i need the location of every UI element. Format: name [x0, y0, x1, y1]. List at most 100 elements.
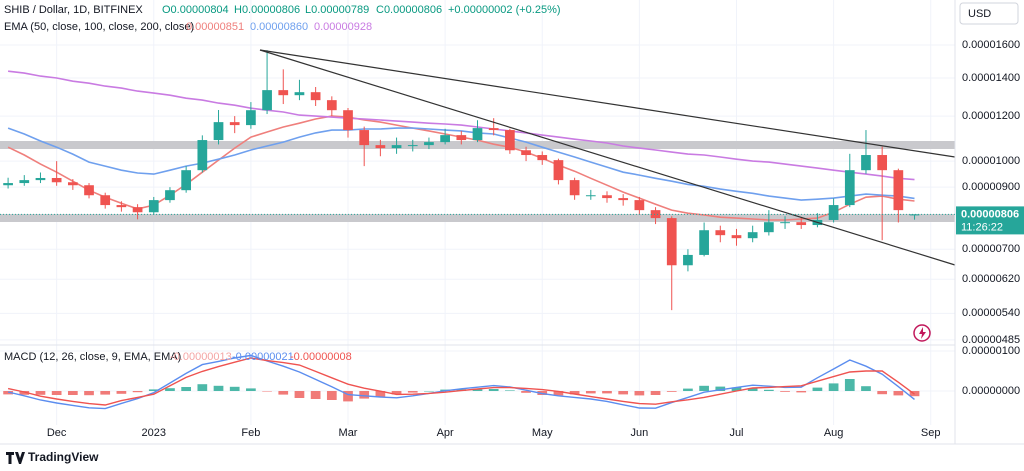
- macd-histogram-bar: [715, 386, 726, 391]
- macd-histogram-bar: [472, 389, 483, 391]
- y-tick-label: 0.00001200: [962, 110, 1020, 122]
- macd-histogram-bar: [828, 383, 839, 391]
- candle-body: [488, 128, 499, 131]
- candle-body: [909, 214, 920, 216]
- candle-body: [262, 90, 272, 111]
- price-label: 0.00000806: [961, 208, 1019, 220]
- macd-histogram-bar: [602, 391, 612, 394]
- candle-body: [132, 207, 143, 213]
- macd-histogram-bar: [343, 391, 353, 402]
- brand-name[interactable]: TradingView: [28, 450, 99, 464]
- candle-body: [165, 190, 175, 201]
- macd-histogram-bar: [488, 389, 499, 391]
- macd-label: MACD (12, 26, close, 9, EMA, EMA): [4, 351, 181, 363]
- candle-body: [877, 155, 888, 171]
- x-tick-label: Jun: [630, 427, 648, 439]
- x-tick-label: Mar: [339, 427, 358, 439]
- candle-body: [35, 177, 46, 181]
- x-tick-label: Dec: [47, 427, 67, 439]
- macd-histogram-bar: [181, 387, 191, 391]
- macd-line: [7, 357, 915, 406]
- macd-histogram-bar: [132, 391, 143, 393]
- macd-line: [7, 354, 915, 410]
- macd-histogram-bar: [84, 391, 94, 396]
- macd-histogram-bar: [731, 387, 742, 391]
- candle-body: [553, 160, 564, 181]
- trend-line: [259, 49, 956, 158]
- brand-logo[interactable]: [6, 452, 25, 464]
- candle-body: [666, 218, 677, 266]
- macd-histogram-bar: [262, 391, 272, 392]
- zone-band: [0, 141, 955, 149]
- candle-body: [585, 195, 596, 197]
- candle-body: [391, 145, 402, 149]
- candle-body: [828, 205, 839, 220]
- macd-hist-value: -0.00000013: [170, 351, 232, 363]
- macd-histogram-bar: [893, 391, 904, 396]
- macd-histogram-bar: [634, 391, 645, 396]
- macd-histogram-bar: [310, 391, 321, 399]
- macd-histogram-bar: [67, 391, 78, 395]
- candle-body: [148, 200, 159, 213]
- macd-histogram-bar: [19, 391, 30, 395]
- macd-histogram-bar: [407, 391, 418, 393]
- candle-body: [375, 145, 386, 149]
- x-tick-label: Aug: [824, 427, 844, 439]
- macd-histogram-bar: [100, 391, 111, 395]
- macd-histogram-bar: [148, 389, 159, 391]
- candle-body: [683, 254, 693, 266]
- macd-histogram-bar: [812, 387, 823, 391]
- axes-layer: 0.00000485 0.00000540 0.00000620 0.00000700…: [0, 39, 1024, 439]
- ohlc-high: H0.00000806: [234, 4, 300, 16]
- candle-body: [505, 130, 515, 151]
- zone-band: [0, 214, 955, 222]
- candle-body: [715, 230, 726, 236]
- price-label-box: [956, 206, 1024, 235]
- trend-line: [259, 49, 956, 266]
- candle-body: [359, 130, 370, 146]
- ohlc-close: C0.00000806: [376, 4, 442, 16]
- macd-histogram-bar: [650, 391, 661, 395]
- macd-histogram-bar: [844, 379, 855, 391]
- candle-body: [326, 100, 337, 111]
- candle-body: [424, 142, 434, 146]
- currency-label[interactable]: USD: [968, 8, 991, 20]
- macd-histogram-bar: [764, 389, 774, 391]
- candle-body: [213, 122, 224, 141]
- macd-histogram-bar: [165, 388, 175, 391]
- lightning-icon[interactable]: [913, 324, 931, 342]
- macd-histogram-bar: [359, 391, 370, 399]
- candle-body: [699, 230, 709, 255]
- candle-body: [407, 145, 418, 147]
- countdown: 11:26:22: [961, 221, 1003, 233]
- macd-histogram-bar: [213, 385, 224, 391]
- x-tick-label: 2023: [142, 427, 166, 439]
- macd-histogram-bar: [683, 388, 693, 391]
- macd-histogram-bar: [246, 388, 256, 391]
- candle-body: [343, 110, 353, 131]
- candle-body: [100, 195, 111, 206]
- macd-histogram-bar: [326, 391, 337, 400]
- macd-histogram-bar: [505, 390, 515, 391]
- candle-body: [861, 155, 871, 171]
- y-tick-label: 0.00000485: [962, 334, 1020, 346]
- series-layer: [3, 50, 920, 410]
- candle-body: [229, 122, 240, 126]
- macd-histogram-bar: [747, 388, 758, 391]
- macd-histogram-bar: [51, 391, 62, 395]
- macd-tick-label: 0.00000100: [962, 345, 1020, 357]
- macd-histogram-bar: [116, 391, 127, 394]
- candle-body: [537, 155, 548, 161]
- macd-histogram-bar: [877, 391, 888, 395]
- candle-body: [456, 135, 467, 141]
- macd-histogram-bar: [424, 391, 434, 392]
- macd-histogram-bar: [521, 391, 531, 393]
- candle-body: [618, 198, 629, 201]
- y-tick-label: 0.00001400: [962, 72, 1020, 84]
- y-tick-label: 0.00000900: [962, 181, 1020, 193]
- candle-body: [294, 92, 305, 96]
- currency-button[interactable]: [959, 2, 1019, 25]
- x-tick-label: Jul: [729, 427, 743, 439]
- macd-histogram-bar: [585, 391, 596, 394]
- candle-body: [893, 170, 904, 211]
